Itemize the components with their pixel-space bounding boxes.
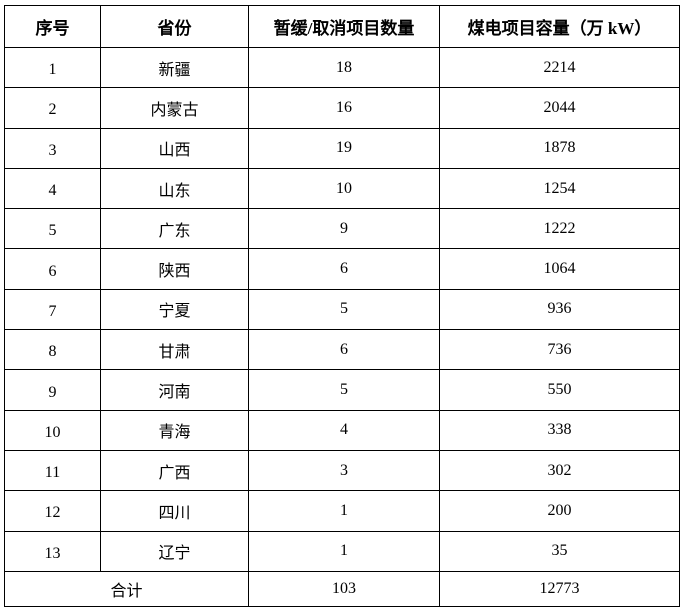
province-cell: 广西	[100, 449, 249, 492]
table-row: 11 广西 3 302	[4, 449, 680, 492]
count-cell: 6	[248, 329, 440, 371]
header-capacity: 煤电项目容量（万 kW）	[439, 5, 680, 48]
capacity-cell: 936	[439, 288, 680, 331]
count-cell: 19	[248, 127, 440, 169]
count-cell: 1	[248, 490, 440, 532]
table-row: 4 山东 10 1254	[4, 167, 680, 210]
header-count: 暂缓/取消项目数量	[248, 5, 440, 48]
province-cell: 山西	[100, 127, 249, 169]
count-cell: 5	[248, 369, 440, 411]
province-cell: 四川	[100, 490, 249, 532]
capacity-cell: 1222	[439, 208, 680, 250]
row-number: 12	[4, 490, 101, 532]
row-number: 5	[4, 208, 101, 250]
capacity-cell: 302	[439, 449, 680, 492]
row-number: 13	[4, 530, 101, 572]
header-province: 省份	[100, 5, 249, 48]
province-cell: 河南	[100, 369, 249, 411]
row-number: 9	[4, 369, 101, 411]
province-cell: 新疆	[100, 46, 249, 89]
province-cell: 甘肃	[100, 329, 249, 371]
capacity-cell: 2214	[439, 46, 680, 89]
province-cell: 辽宁	[100, 530, 249, 572]
table-row: 3 山西 19 1878	[4, 127, 680, 169]
capacity-cell: 35	[439, 530, 680, 572]
row-number: 3	[4, 127, 101, 169]
table-row: 6 陕西 6 1064	[4, 248, 680, 290]
count-cell: 1	[248, 530, 440, 572]
row-number: 11	[4, 449, 101, 492]
capacity-cell: 1254	[439, 167, 680, 210]
row-number: 6	[4, 248, 101, 290]
province-cell: 青海	[100, 409, 249, 451]
count-cell: 5	[248, 288, 440, 331]
capacity-cell: 338	[439, 409, 680, 451]
table-row: 1 新疆 18 2214	[4, 46, 680, 89]
row-number: 7	[4, 288, 101, 331]
count-cell: 3	[248, 449, 440, 492]
capacity-cell: 1878	[439, 127, 680, 169]
capacity-cell: 200	[439, 490, 680, 532]
capacity-cell: 550	[439, 369, 680, 411]
total-label: 合计	[4, 570, 249, 607]
province-cell: 宁夏	[100, 288, 249, 331]
header-no: 序号	[4, 5, 101, 48]
count-cell: 10	[248, 167, 440, 210]
province-cell: 广东	[100, 208, 249, 250]
capacity-cell: 2044	[439, 87, 680, 129]
coal-power-projects-table: 序号 省份 暂缓/取消项目数量 煤电项目容量（万 kW） 1 新疆 18 2214 2 内…	[4, 5, 680, 607]
table-row: 8 甘肃 6 736	[4, 329, 680, 371]
count-cell: 9	[248, 208, 440, 250]
table-row: 7 宁夏 5 936	[4, 288, 680, 331]
row-number: 8	[4, 329, 101, 371]
table-row: 2 内蒙古 16 2044	[4, 87, 680, 129]
capacity-cell: 736	[439, 329, 680, 371]
table-row: 9 河南 5 550	[4, 369, 680, 411]
province-cell: 内蒙古	[100, 87, 249, 129]
province-cell: 山东	[100, 167, 249, 210]
table-row: 5 广东 9 1222	[4, 208, 680, 250]
capacity-cell: 1064	[439, 248, 680, 290]
row-number: 10	[4, 409, 101, 451]
row-number: 4	[4, 167, 101, 210]
table-row: 13 辽宁 1 35	[4, 530, 680, 572]
header-row: 序号 省份 暂缓/取消项目数量 煤电项目容量（万 kW）	[4, 5, 680, 48]
count-cell: 4	[248, 409, 440, 451]
total-row: 合计 103 12773	[4, 570, 680, 607]
count-cell: 6	[248, 248, 440, 290]
row-number: 2	[4, 87, 101, 129]
table-row: 10 青海 4 338	[4, 409, 680, 451]
count-cell: 16	[248, 87, 440, 129]
total-capacity: 12773	[439, 570, 680, 607]
table-row: 12 四川 1 200	[4, 490, 680, 532]
province-cell: 陕西	[100, 248, 249, 290]
total-count: 103	[248, 570, 440, 607]
row-number: 1	[4, 46, 101, 89]
count-cell: 18	[248, 46, 440, 89]
